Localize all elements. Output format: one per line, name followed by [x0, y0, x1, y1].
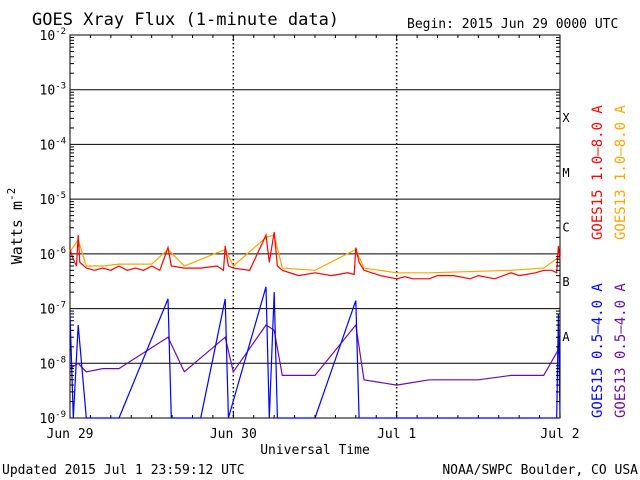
- y-tick-label: 10-6: [40, 246, 67, 263]
- y-tick-label: 10-8: [40, 355, 67, 372]
- y-tick-labels: 10-910-810-710-610-510-410-310-2: [40, 27, 67, 427]
- y-tick-label: 10-4: [40, 136, 67, 153]
- y-tick-label: 10-3: [40, 82, 67, 99]
- series-group: [69, 232, 561, 419]
- x-tick-label: Jun 29: [47, 427, 94, 442]
- flare-class-labels: A B C M X: [562, 111, 570, 344]
- series-line-goes13-1-0-8-0-a: [69, 234, 561, 274]
- flare-class-label: M: [562, 166, 569, 180]
- flare-class-label: X: [562, 111, 570, 125]
- series-line-goes15-0-5-4-0-a: [69, 286, 561, 419]
- x-tick-labels: Jun 29 Jun 30 Jul 1 Jul 2: [47, 427, 580, 442]
- gridlines: [70, 35, 560, 418]
- y-tick-base: 10: [40, 84, 56, 99]
- y-tick-base: 10: [40, 138, 56, 153]
- y-tick-exp: -4: [55, 136, 66, 146]
- y-tick-label: 10-5: [40, 191, 67, 208]
- y-tick-label: 10-9: [40, 410, 67, 427]
- x-axis-label: Universal Time: [260, 443, 370, 458]
- y-tick-base: 10: [40, 248, 56, 263]
- series-line-goes13-0-5-4-0-a: [69, 323, 561, 386]
- chart-title: GOES Xray Flux (1-minute data): [32, 10, 339, 30]
- y-tick-exp: -6: [55, 246, 66, 256]
- y-axis-label-base: Watts m: [8, 201, 26, 264]
- legend-goes13-short: GOES13 0.5–4.0 A: [613, 283, 629, 418]
- flare-class-label: A: [562, 330, 570, 344]
- y-tick-base: 10: [40, 357, 56, 372]
- plot-frame: [69, 34, 561, 419]
- y-tick-exp: -8: [55, 355, 66, 365]
- flare-class-label: B: [562, 275, 569, 289]
- x-tick-label: Jun 30: [210, 427, 257, 442]
- series-line-goes15-1-0-8-0-a: [69, 232, 561, 280]
- y-tick-exp: -3: [55, 82, 66, 92]
- updated-timestamp: Updated 2015 Jul 1 23:59:12 UTC: [2, 463, 245, 478]
- legend-goes13-long: GOES13 1.0–8.0 A: [613, 105, 629, 240]
- y-tick-exp: -9: [55, 410, 66, 420]
- y-axis-label-exp: -2: [5, 188, 18, 201]
- y-tick-base: 10: [40, 412, 56, 427]
- axis-ticks: [69, 35, 561, 418]
- source-credit: NOAA/SWPC Boulder, CO USA: [442, 463, 638, 478]
- y-tick-label: 10-7: [40, 301, 67, 318]
- legend-goes15-short: GOES15 0.5–4.0 A: [590, 283, 606, 418]
- x-tick-label: Jul 2: [540, 427, 579, 442]
- y-tick-base: 10: [40, 193, 56, 208]
- flare-class-label: C: [562, 221, 569, 235]
- legend-goes15-long: GOES15 1.0–8.0 A: [590, 105, 606, 240]
- x-tick-label: Jul 1: [377, 427, 416, 442]
- y-tick-exp: -2: [55, 27, 66, 37]
- begin-label: Begin: 2015 Jun 29 0000 UTC: [407, 17, 618, 32]
- plot-area: [69, 34, 561, 419]
- y-tick-exp: -5: [55, 191, 66, 201]
- y-tick-exp: -7: [55, 301, 66, 311]
- y-tick-base: 10: [40, 29, 56, 44]
- y-axis-label: Watts m-2: [5, 188, 26, 264]
- y-tick-label: 10-2: [40, 27, 67, 44]
- y-tick-base: 10: [40, 303, 56, 318]
